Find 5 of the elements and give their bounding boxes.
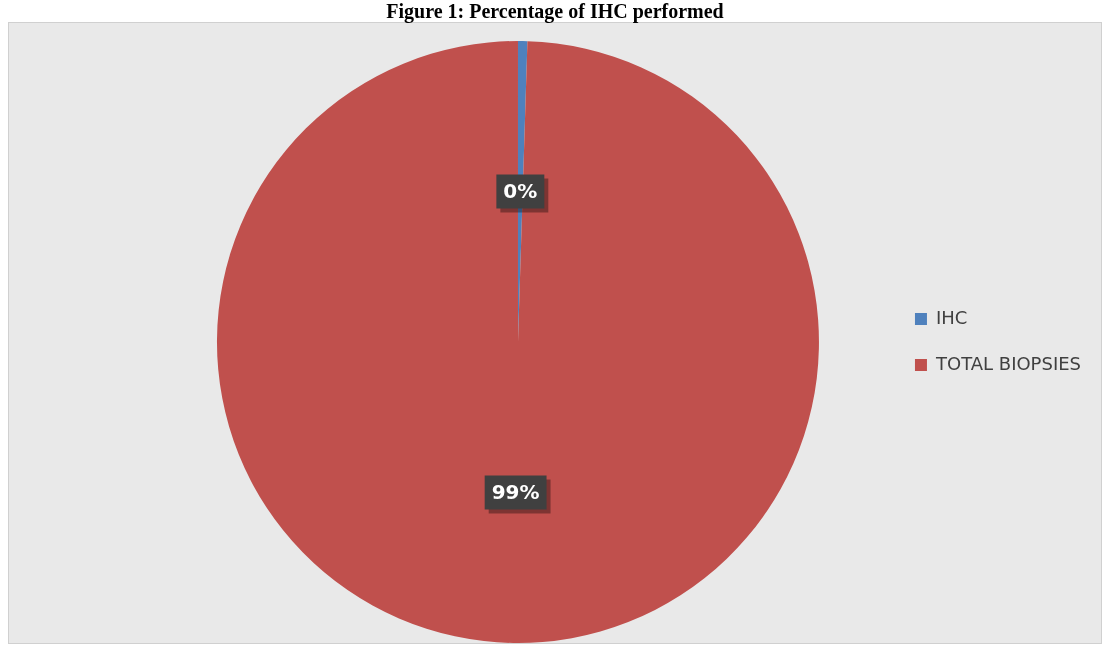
chart-title: Figure 1: Percentage of IHC performed <box>385 0 725 22</box>
data-label: 0% <box>503 178 538 203</box>
legend-label: IHC <box>935 306 968 328</box>
data-label: 99% <box>491 479 540 504</box>
legend-label: TOTAL BIOPSIES <box>934 352 1082 374</box>
